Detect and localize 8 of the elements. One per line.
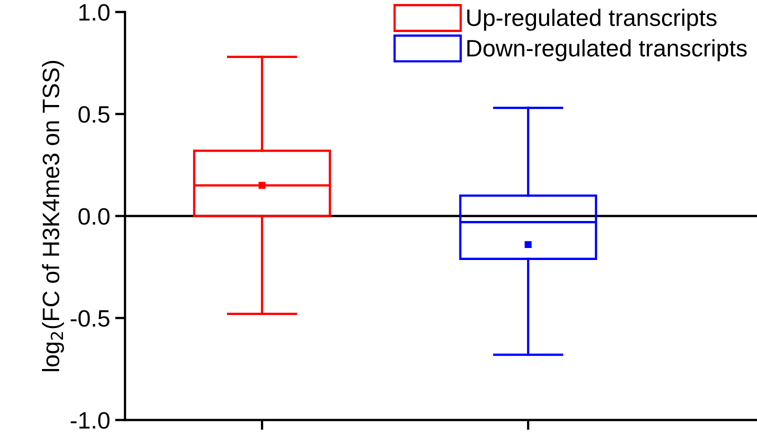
y-tick-label: -1.0 — [70, 412, 110, 429]
y-axis-title: log$_{2}$(FC of H3K4me3 on TSS) — [42, 60, 64, 372]
y-tick-label: 0.5 — [78, 106, 110, 123]
y-tick-label: -0.5 — [70, 310, 110, 327]
y-tick-label: 0.0 — [78, 208, 110, 225]
y-tick-label: 1.0 — [79, 4, 110, 21]
legend-label: Up-regulated transcripts — [467, 8, 717, 31]
legend-label: Down-regulated transcripts — [467, 39, 747, 62]
